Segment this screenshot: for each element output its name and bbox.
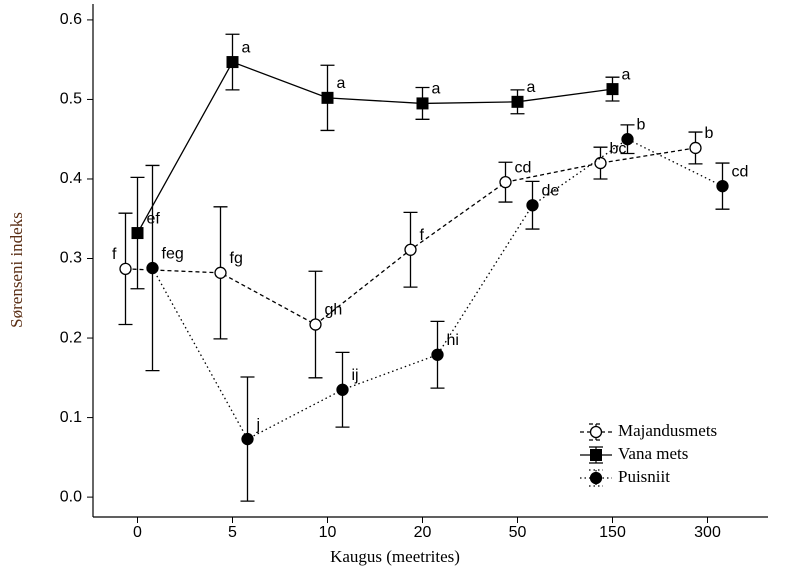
- significance-letter: ij: [352, 367, 359, 384]
- significance-letter: a: [622, 66, 631, 83]
- significance-letter: a: [527, 79, 536, 96]
- y-tick-label: 0.6: [60, 11, 82, 28]
- data-point: [404, 243, 417, 256]
- data-point: [621, 133, 634, 146]
- legend-entry: Vana mets: [580, 444, 688, 464]
- data-point: [241, 432, 254, 446]
- data-point: [606, 83, 619, 96]
- series-line: [136, 61, 613, 234]
- legend-entry: Majandusmets: [580, 421, 717, 441]
- significance-letter: cd: [732, 163, 749, 180]
- significance-letter: fg: [230, 250, 243, 267]
- significance-letter: a: [432, 81, 441, 98]
- significance-letter: gh: [325, 302, 343, 319]
- x-tick-label: 5: [228, 524, 237, 541]
- data-point: [526, 199, 539, 212]
- legend-label: Majandusmets: [618, 421, 717, 440]
- data-point: [716, 179, 729, 193]
- x-tick-label: 20: [414, 524, 432, 541]
- y-tick-label: 0.2: [60, 329, 82, 346]
- legend-marker: [589, 425, 603, 439]
- significance-letter: b: [705, 125, 714, 142]
- x-axis-title: Kaugus (meetrites): [330, 547, 460, 566]
- legend-label: Vana mets: [618, 444, 688, 463]
- data-point: [499, 176, 512, 189]
- significance-letter: b: [637, 116, 646, 133]
- significance-letter: a: [242, 39, 251, 56]
- data-point: [594, 156, 607, 170]
- significance-letter: feg: [162, 245, 184, 262]
- significance-letter: de: [542, 182, 560, 199]
- legend-marker: [590, 449, 602, 461]
- significance-letter: f: [420, 227, 425, 244]
- significance-letter: f: [112, 246, 117, 263]
- y-tick-label: 0.0: [60, 488, 82, 505]
- data-point: [226, 56, 239, 69]
- y-tick-label: 0.5: [60, 91, 82, 108]
- data-point: [119, 262, 132, 276]
- data-point: [321, 91, 334, 104]
- data-point: [214, 266, 227, 279]
- data-point: [511, 95, 524, 108]
- data-point: [336, 383, 349, 396]
- x-tick-label: 150: [599, 524, 626, 541]
- data-point: [431, 348, 444, 361]
- data-point: [416, 97, 429, 110]
- series-line: [151, 138, 723, 440]
- y-tick-label: 0.3: [60, 250, 82, 267]
- significance-letter: hi: [447, 332, 459, 349]
- x-tick-label: 50: [509, 524, 527, 541]
- significance-letter: cd: [515, 159, 532, 176]
- legend-entry: Puisniit: [580, 467, 670, 487]
- significance-letter: ef: [147, 210, 161, 227]
- data-point: [131, 227, 144, 240]
- x-tick-label: 0: [133, 524, 142, 541]
- data-point: [309, 318, 322, 331]
- data-point: [689, 141, 702, 155]
- significance-letter: j: [256, 416, 261, 433]
- y-tick-label: 0.1: [60, 409, 82, 426]
- y-tick-label: 0.4: [60, 170, 82, 187]
- x-tick-label: 10: [319, 524, 337, 541]
- y-axis-title: Sørenseni indeks: [7, 212, 26, 328]
- data-point: [146, 261, 159, 275]
- legend-marker: [589, 471, 603, 485]
- x-tick-label: 300: [694, 524, 721, 541]
- legend-label: Puisniit: [618, 467, 670, 486]
- significance-letter: a: [337, 75, 346, 92]
